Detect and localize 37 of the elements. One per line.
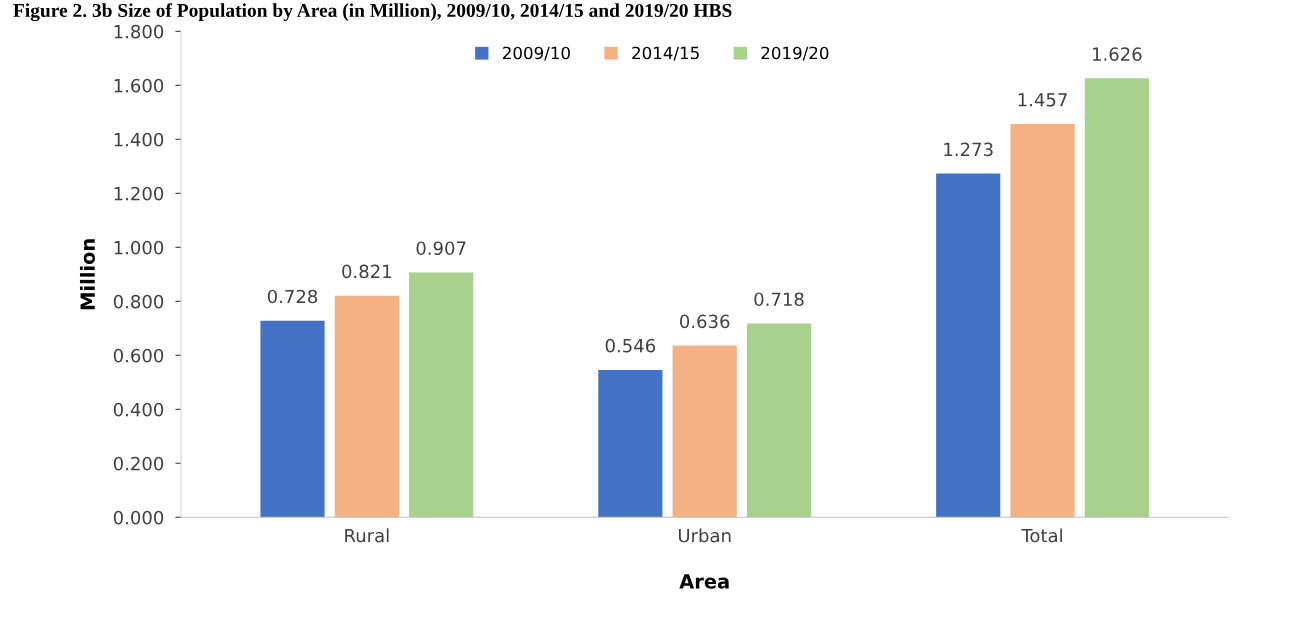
x-tick-label: Total [1021,528,1062,543]
y-tick-label: 1.200 [114,186,164,201]
y-tick-label: 1.600 [114,78,164,93]
bar [409,272,474,518]
chart-title: Figure 2. 3b Size of Population by Area (in Million), 2009/10, 2014/15 and 2019/20 HBS [13,3,732,22]
bar [1010,123,1075,518]
legend-label: 2009/10 [503,46,570,61]
y-tick-label: 1.400 [114,132,164,147]
y-tick-label: 0.800 [113,294,164,309]
data-label: 0.546 [605,338,656,353]
data-label: 0.821 [342,264,392,279]
data-label: 0.718 [754,292,804,307]
bar [672,345,737,518]
x-axis-title: Area [679,574,729,589]
y-tick-label: 0.600 [113,348,164,363]
y-tick-label: 0.400 [113,402,164,417]
y-tick-label: 1.000 [114,240,164,255]
data-label: 0.728 [267,289,318,304]
data-label: 0.636 [680,314,730,329]
bar [936,173,1001,518]
y-tick-label: 0.200 [113,456,164,471]
y-axis-title: Million [79,239,96,310]
data-label: 1.457 [1018,93,1067,107]
x-tick-label: Rural [345,528,389,543]
bar [1084,78,1149,518]
x-tick-label: Urban [678,528,731,543]
bar [598,369,663,518]
data-label: 1.273 [944,142,993,157]
data-label: 0.907 [416,241,466,256]
legend-label: 2019/20 [761,46,829,61]
bar [746,323,812,518]
y-tick-label: 1.800 [114,24,164,39]
bar [260,320,325,518]
y-tick-label: 0.000 [113,510,164,525]
legend-label: 2014/15 [632,46,699,61]
data-label: 1.626 [1093,47,1142,61]
bar [334,295,399,518]
